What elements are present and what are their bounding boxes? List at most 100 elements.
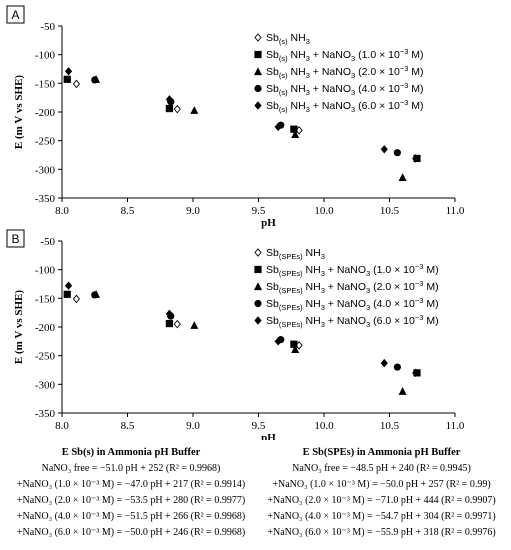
panel-label-box — [6, 229, 25, 248]
equation-line: +NaNO₃ (6.0 × 10⁻³ M) = −55.9 pH + 318 (… — [267, 527, 496, 538]
series-square — [63, 290, 421, 377]
series-diamond — [64, 67, 388, 154]
legend-entry: Sb(SPEs) NH3 + NaNO3 (6.0 × 10−3 M) — [254, 313, 439, 329]
legend-entry: Sb(SPEs) NH3 + NaNO3 (2.0 × 10−3 M) — [254, 279, 439, 295]
equation-line: +NaNO₃ (1.0 × 10⁻³ M) = −47.0 pH + 217 (… — [16, 479, 246, 490]
square-marker — [63, 290, 71, 298]
square-marker — [63, 75, 71, 83]
circle-marker — [91, 291, 99, 299]
square-marker — [413, 154, 421, 163]
x-axis-title: pH — [261, 217, 276, 229]
legend-label: Sb(s) NH3 + NaNO3 (1.0 × 10−3 M) — [266, 47, 424, 63]
x-tick-label: 8.0 — [55, 205, 69, 217]
y-tick-label: -250 — [35, 136, 56, 148]
square-marker — [290, 340, 298, 348]
square-marker — [165, 104, 174, 113]
x-tick-label: 9.5 — [252, 205, 266, 217]
legend-label: Sb(SPEs) NH3 — [266, 247, 325, 261]
legend-label: Sb(SPEs) NH3 + NaNO3 (4.0 × 10−3 M) — [266, 296, 439, 312]
legend-entry: Sb(SPEs) NH3 — [254, 247, 325, 261]
x-tick-label: 10.0 — [314, 205, 334, 217]
x-tick-label: 10.5 — [380, 420, 400, 432]
triangle-marker — [398, 173, 407, 181]
triangle-marker — [190, 321, 199, 329]
y-tick-label: -300 — [35, 379, 56, 391]
diamond-marker — [64, 67, 73, 76]
equation-line: +NaNO₃ (4.0 × 10⁻³ M) = −51.5 pH + 266 (… — [16, 511, 246, 522]
x-tick-label: 8.5 — [121, 420, 135, 432]
equation-line: +NaNO₃ (4.0 × 10⁻³ M) = −54.7 pH + 304 (… — [267, 511, 496, 522]
square-marker — [254, 265, 262, 274]
panel-label: B — [11, 232, 19, 246]
equation-line: +NaNO₃ (2.0 × 10⁻³ M) = −53.5 pH + 280 (… — [16, 495, 246, 506]
open-diamond-marker — [173, 104, 181, 114]
y-axis-title: E (m V vs SHE) — [13, 290, 25, 365]
diamond-marker — [274, 122, 282, 132]
y-tick-label: -150 — [35, 293, 56, 305]
equation-line: +NaNO₃ (1.0 × 10⁻³ M) = −50.0 pH + 257 (… — [272, 479, 491, 490]
open-diamond-marker — [72, 294, 80, 304]
square-marker — [413, 369, 421, 377]
equation-line: +NaNO₃ (2.0 × 10⁻³ M) = −71.0 pH + 444 (… — [267, 495, 496, 506]
legend-entry: Sb(s) NH3 + NaNO3 (1.0 × 10−3 M) — [254, 47, 424, 63]
y-tick-label: -300 — [35, 164, 56, 176]
legend-label: Sb(s) NH3 + NaNO3 (6.0 × 10−3 M) — [266, 98, 424, 114]
equation-line: NaNO₃ free = −48.5 pH + 240 (R² = 0.9945… — [292, 463, 471, 474]
diamond-marker — [380, 145, 388, 154]
legend-entry: Sb(s) NH3 + NaNO3 (2.0 × 10−3 M) — [254, 64, 424, 80]
x-tick-label: 9.5 — [252, 420, 266, 432]
diamond-marker — [165, 309, 174, 319]
y-tick-label: -100 — [35, 50, 56, 62]
legend-label: Sb(SPEs) NH3 + NaNO3 (2.0 × 10−3 M) — [266, 279, 439, 295]
x-tick-label: 11.0 — [446, 205, 465, 217]
legend-label: Sb(s) NH3 — [266, 32, 310, 46]
diamond-marker — [254, 101, 262, 110]
triangle-marker — [291, 130, 300, 138]
square-marker — [254, 50, 262, 59]
y-tick-label: -250 — [35, 351, 56, 363]
panel-label: A — [11, 8, 19, 22]
y-tick-label: -350 — [35, 408, 56, 420]
diamond-marker — [380, 358, 388, 368]
open-diamond-marker — [254, 33, 262, 42]
legend-label: Sb(SPEs) NH3 + NaNO3 (6.0 × 10−3 M) — [266, 313, 439, 329]
diamond-marker — [64, 281, 73, 290]
y-tick-label: -50 — [40, 236, 55, 248]
equation-line: NaNO₃ free = −51.0 pH + 252 (R² = 0.9968… — [41, 463, 221, 474]
y-tick-label: -350 — [35, 193, 56, 205]
circle-marker — [91, 76, 99, 84]
y-axis-title: E (m V vs SHE) — [13, 75, 25, 150]
legend-entry: Sb(SPEs) NH3 + NaNO3 (1.0 × 10−3 M) — [254, 262, 439, 278]
y-tick-label: -200 — [35, 322, 56, 334]
series-diamond — [64, 281, 388, 368]
legend-entry: Sb(s) NH3 — [254, 32, 310, 46]
legend-entry: Sb(SPEs) NH3 + NaNO3 (4.0 × 10−3 M) — [254, 296, 439, 312]
legend-label: Sb(SPEs) NH3 + NaNO3 (1.0 × 10−3 M) — [266, 262, 439, 278]
equations-sb-s: E Sb(s) in Ammonia pH Buffer NaNO₃ free … — [0, 445, 262, 541]
x-tick-label: 10.5 — [380, 205, 400, 217]
y-tick-label: -50 — [40, 21, 55, 33]
legend-entry: Sb(s) NH3 + NaNO3 (4.0 × 10−3 M) — [254, 81, 424, 97]
square-marker — [165, 319, 174, 328]
x-tick-label: 9.0 — [186, 420, 200, 432]
diamond-marker — [274, 337, 282, 346]
diamond-marker — [165, 95, 174, 104]
x-tick-label: 8.0 — [55, 420, 69, 432]
equation-line: +NaNO₃ (6.0 × 10⁻³ M) = −50.0 pH + 246 (… — [16, 527, 246, 538]
circle-marker — [254, 299, 262, 308]
y-tick-label: -100 — [35, 265, 56, 277]
equations-title: E Sb(SPEs) in Ammonia pH Buffer — [302, 447, 461, 458]
open-diamond-marker — [173, 319, 181, 329]
x-axis-title: pH — [261, 432, 276, 440]
y-tick-label: -150 — [35, 78, 56, 90]
diamond-marker — [254, 316, 262, 325]
triangle-marker — [291, 345, 300, 353]
circle-marker — [393, 363, 401, 371]
square-marker — [290, 125, 298, 133]
triangle-marker — [254, 67, 262, 76]
